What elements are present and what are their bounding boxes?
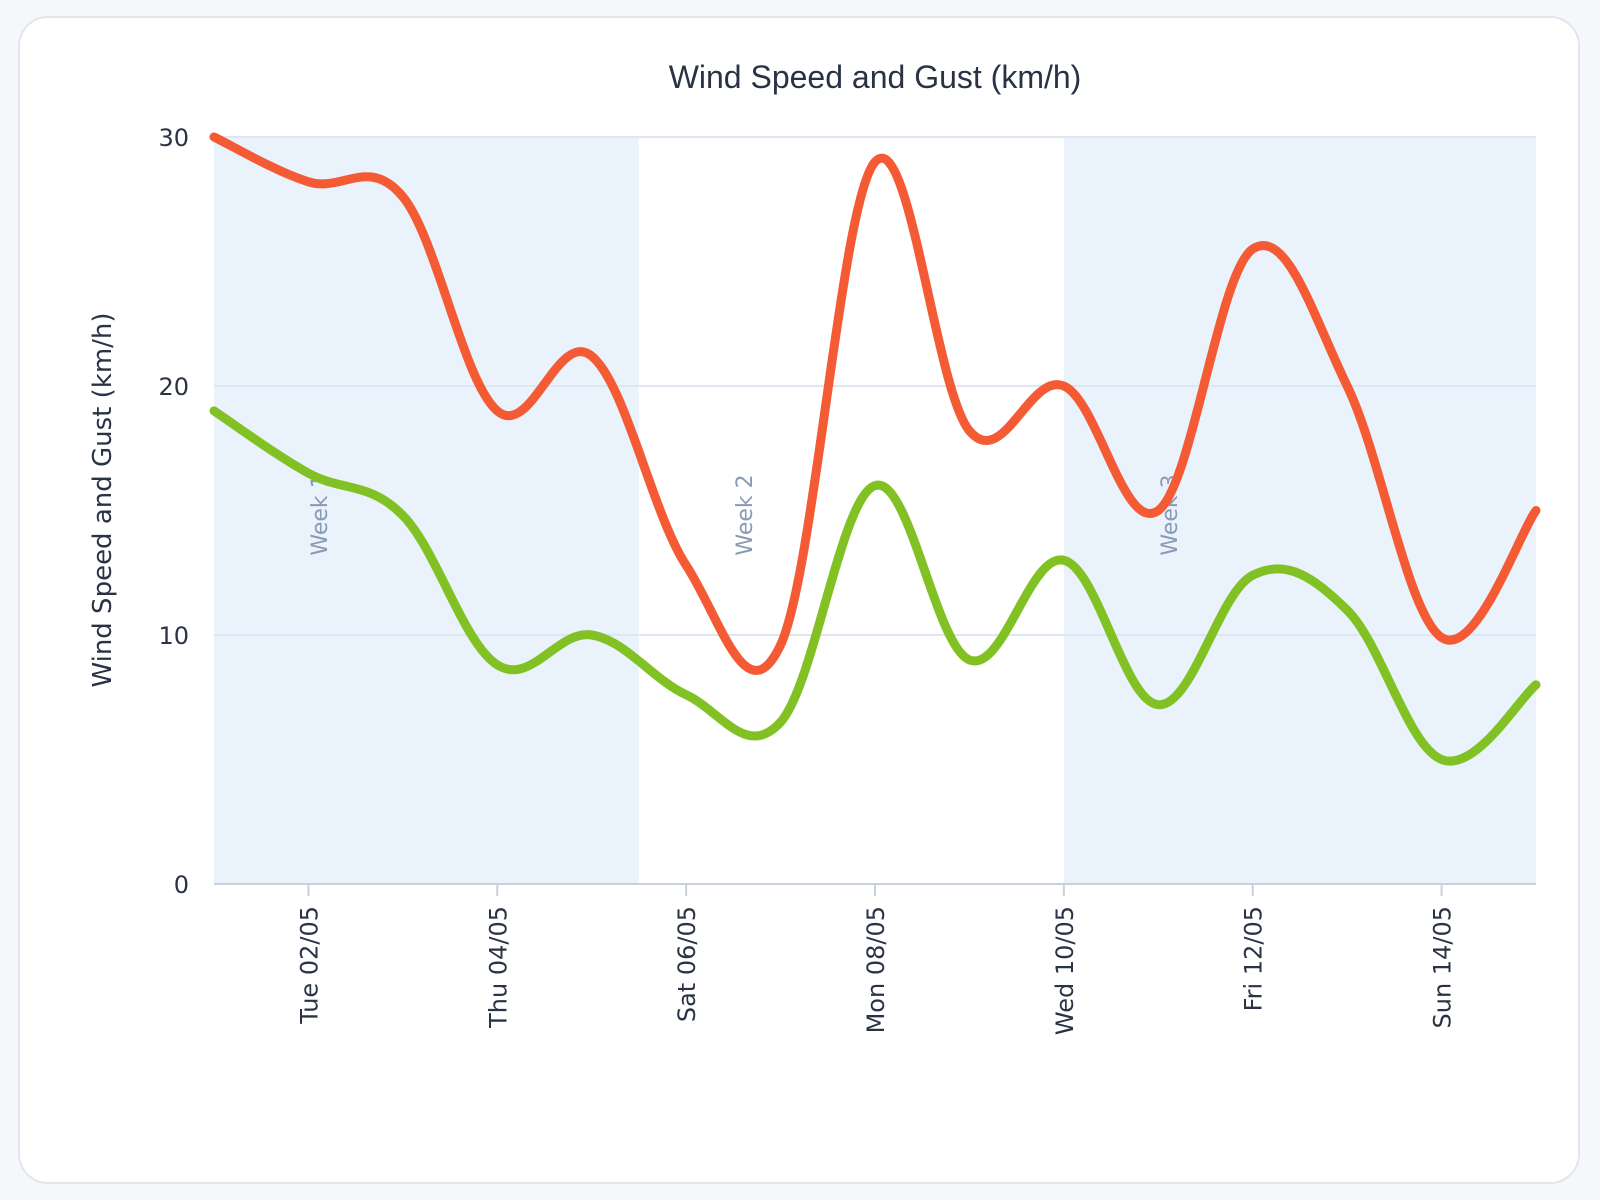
- x-tick-label-2: Thu 04/05: [484, 906, 512, 1029]
- y-tick-label-20: 20: [158, 373, 189, 401]
- chart-title: Wind Speed and Gust (km/h): [669, 59, 1082, 95]
- plot-bands: [214, 137, 1536, 884]
- y-tick-label-0: 0: [174, 871, 189, 899]
- x-tick-label-6: Fri 12/05: [1240, 906, 1268, 1011]
- axes: 0 10 20 30 Tue 02/05 Thu 04/05 Sat 06/05 Mon 08…: [158, 124, 1536, 1035]
- plot-band-label-2: Week 2: [733, 474, 758, 555]
- x-tick-label-1: Tue 02/05: [295, 906, 323, 1025]
- x-tick-label-5: Wed 10/05: [1051, 906, 1079, 1035]
- series-lines: [209, 132, 1541, 766]
- y-axis-title: Wind Speed and Gust (km/h): [88, 312, 118, 687]
- x-tick-label-3: Sat 06/05: [673, 906, 701, 1022]
- y-tick-label-10: 10: [158, 622, 189, 650]
- x-tick-label-7: Sun 14/05: [1429, 906, 1457, 1028]
- plot-band-label-1: Week 1: [308, 474, 333, 555]
- plot-band-1: [214, 137, 639, 884]
- y-tick-label-30: 30: [158, 124, 189, 152]
- series-line-1: [209, 132, 1541, 675]
- x-tick-label-4: Mon 08/05: [862, 906, 890, 1033]
- plot-band-labels: Week 1 Week 2 Week 3: [308, 474, 1183, 555]
- series-line-2: [209, 406, 1541, 766]
- grid-lines: [214, 136, 1536, 636]
